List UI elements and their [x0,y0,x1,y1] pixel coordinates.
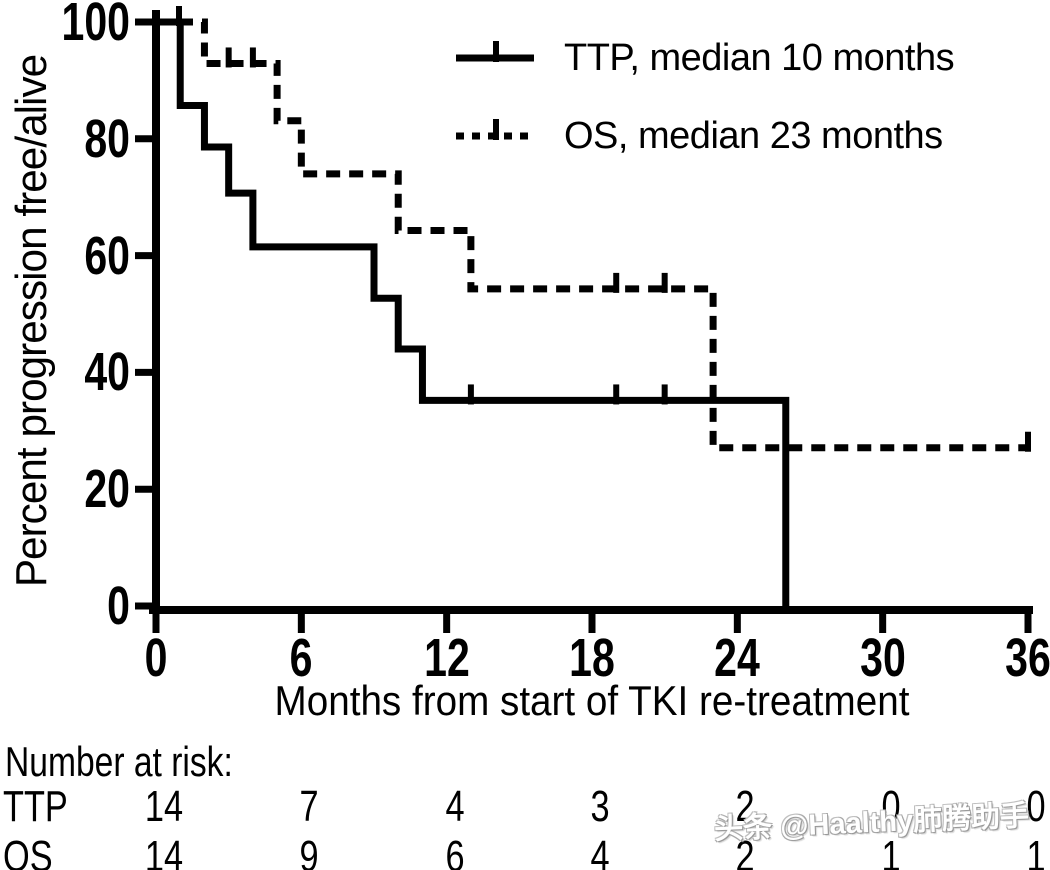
risk-count: 0 [1026,782,1046,831]
x-tick-label: 30 [859,628,906,688]
risk-row-os: OS 14 9 6 4 2 1 1 [0,834,1050,870]
x-axis-title: Months from start of TKI re-treatment [274,677,910,724]
number-at-risk-label: Number at risk: [5,738,233,785]
legend-item-ttp: TTP, median 10 months [452,36,955,80]
legend-label-os: OS, median 23 months [564,114,943,157]
ttp-solid-line-swatch [456,41,534,62]
risk-count: 3 [590,782,610,831]
risk-row-label: TTP [3,782,68,831]
y-tick-label: 0 [107,576,130,636]
risk-count: 4 [445,782,465,831]
y-tick-label: 20 [84,459,130,520]
risk-count: 0 [881,782,901,831]
os-dashed-line-swatch [456,119,534,140]
x-tick-label: 0 [144,628,168,688]
x-tick-label: 12 [423,628,470,688]
risk-count: 6 [445,832,465,870]
risk-row-ttp: TTP 14 7 4 3 2 0 0 [0,784,1050,830]
y-tick-label: 40 [84,342,130,403]
y-tick-label: 80 [84,108,130,169]
risk-count: 14 [144,832,184,870]
x-tick-label: 18 [569,628,615,688]
risk-count: 7 [299,782,319,831]
x-tick-label: 6 [289,628,313,688]
risk-count: 2 [735,782,755,831]
risk-count: 2 [735,832,755,870]
y-axis-title: Percent progression free/alive [7,54,56,588]
x-tick-label: 36 [1005,628,1050,688]
y-tick-label: 100 [61,0,131,52]
os-curve [156,18,1028,452]
risk-count: 1 [881,832,901,870]
ttp-curve [156,18,790,606]
risk-count: 1 [1026,832,1046,870]
x-tick-label: 24 [714,628,761,688]
legend-label-ttp: TTP, median 10 months [564,36,955,79]
risk-count: 4 [590,832,610,870]
risk-count: 14 [144,782,184,831]
risk-count: 9 [299,832,319,870]
legend-item-os: OS, median 23 months [452,114,943,158]
y-tick-label: 60 [84,225,130,286]
risk-row-label: OS [3,832,53,870]
